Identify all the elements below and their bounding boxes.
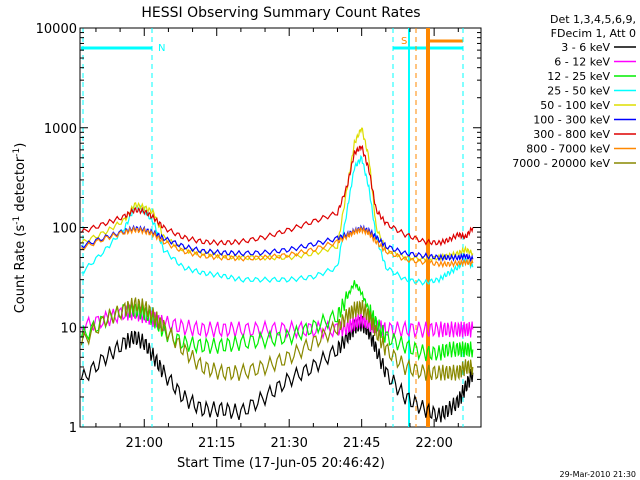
series-lines [80,127,474,423]
annotation-s: S [401,36,407,47]
legend-label: 12 - 25 keV [547,70,610,83]
legend-label: 7000 - 20000 keV [512,157,610,170]
legend-label: 50 - 100 keV [540,99,610,112]
axis-ticks: 21:00 21:15 21:30 21:45 22:00 1 10 100 1000 10000 [36,22,481,451]
legend-label: 25 - 50 keV [547,85,610,98]
series-line-6 [80,144,474,247]
date-stamp: 29-Mar-2010 21:30 [560,470,637,479]
series-line-2 [80,280,474,362]
series-line-3 [81,154,474,286]
series-line-1 [80,304,474,340]
legend-header-line-2: FDecim 1, Att 0 [551,27,636,40]
y-tick-label: 1000 [44,122,77,137]
annotation-n: N [158,43,165,54]
x-axis-label: Start Time (17-Jun-05 20:46:42) [177,456,385,471]
x-tick-label: 21:00 [126,436,163,451]
legend-label: 3 - 6 keV [561,41,610,54]
x-tick-label: 22:00 [415,436,452,451]
y-tick-label: 1 [69,421,77,436]
observing-flags-overlay [81,28,464,427]
series-line-4 [80,127,474,263]
y-tick-label: 100 [52,222,77,237]
series-line-7 [81,225,474,269]
x-tick-label: 21:15 [198,436,235,451]
series-line-5 [81,224,474,263]
chart-title: HESSI Observing Summary Count Rates [141,5,420,21]
x-tick-label: 21:45 [343,436,380,451]
legend-label: 6 - 12 keV [554,56,610,69]
y-tick-label: 10000 [36,22,77,37]
y-tick-label: 10 [60,321,77,336]
series-line-8 [80,297,474,382]
legend-label: 300 - 800 keV [533,128,610,141]
legend-label: 800 - 7000 keV [526,143,610,156]
legend: Det 1,3,4,5,6,9, FDecim 1, Att 0 3 - 6 k… [512,13,636,170]
series-line-0 [80,316,474,423]
legend-label: 100 - 300 keV [533,114,610,127]
y-axis-label: Count Rate (s-1 detector-1) [12,143,28,314]
legend-header-line-1: Det 1,3,4,5,6,9, [550,13,636,26]
x-tick-label: 21:30 [270,436,307,451]
